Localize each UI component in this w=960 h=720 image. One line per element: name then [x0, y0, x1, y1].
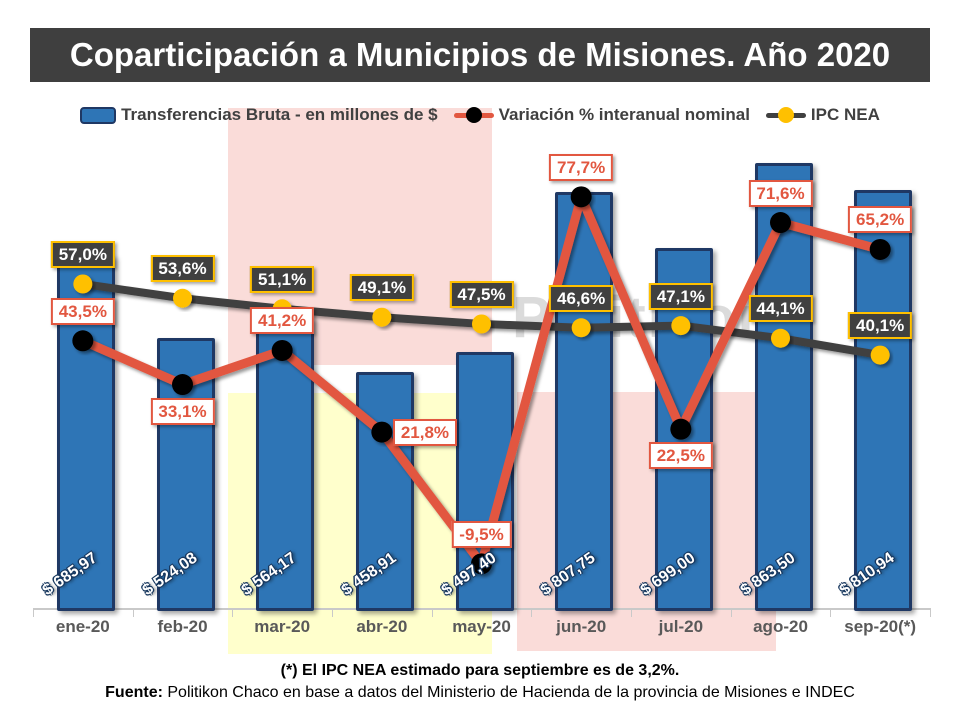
ipc-data-label: 53,6%: [150, 255, 215, 283]
legend-item-transferencias: Transferencias Bruta - en millones de $: [80, 105, 438, 125]
legend-item-variacion: Variación % interanual nominal: [453, 105, 750, 125]
ipc-data-label: 44,1%: [748, 295, 813, 323]
axis-tick: [930, 608, 931, 617]
axis-tick: [631, 608, 632, 617]
x-axis-label: jun-20: [556, 617, 607, 636]
source-text: Politikon Chaco en base a datos del Mini…: [167, 684, 855, 701]
legend-item-ipc: IPC NEA: [765, 105, 880, 125]
variation-data-label: 77,7%: [549, 153, 614, 181]
bar-swatch-icon: [80, 106, 117, 124]
ipc-data-label: 47,5%: [449, 280, 514, 308]
x-axis-label: sep-20(*): [844, 617, 917, 636]
ipc-data-label: 51,1%: [250, 265, 315, 293]
axis-tick: [332, 608, 333, 617]
x-axis-label: ago-20: [753, 617, 808, 636]
source-line: Fuente: Politikon Chaco en base a datos …: [0, 684, 960, 702]
variation-data-label: 33,1%: [150, 397, 215, 425]
ipc-data-label: 57,0%: [50, 240, 115, 268]
axis-tick: [531, 608, 533, 617]
ipc-marker: [173, 288, 192, 308]
ipc-line-icon: [765, 107, 806, 123]
bar: [555, 191, 614, 611]
page-title: Coparticipación a Municipios de Misiones…: [69, 36, 891, 73]
variation-data-label: -9,5%: [451, 520, 512, 548]
axis-tick: [830, 608, 832, 617]
variation-data-label: 41,2%: [250, 307, 315, 335]
variation-data-label: 43,5%: [50, 297, 115, 325]
axis-tick: [730, 608, 732, 617]
legend-label-ipc: IPC NEA: [810, 105, 880, 124]
footnote: (*) El IPC NEA estimado para septiembre …: [280, 662, 680, 679]
bar: [854, 190, 913, 611]
source-label: Fuente:: [105, 684, 163, 701]
x-axis-label: may-20: [452, 617, 511, 636]
legend-label-variacion: Variación % interanual nominal: [498, 105, 750, 124]
bar: [754, 163, 813, 611]
axis-tick: [431, 608, 433, 617]
ipc-data-label: 46,6%: [549, 284, 614, 312]
x-axis-label: jul-20: [658, 617, 704, 636]
axis-tick: [132, 608, 134, 617]
variation-data-label: 21,8%: [392, 419, 458, 447]
variation-data-label: 71,6%: [748, 179, 813, 207]
axis-tick: [232, 608, 234, 617]
legend: Transferencias Bruta - en millones de $ …: [0, 105, 960, 125]
variation-line-icon: [453, 107, 494, 123]
ipc-data-label: 40,1%: [848, 312, 913, 340]
title-bar: Coparticipación a Municipios de Misiones…: [30, 28, 930, 82]
x-axis-label: abr-20: [356, 617, 408, 636]
ipc-data-label: 49,1%: [349, 274, 414, 302]
x-axis-label: ene-20: [55, 617, 110, 636]
x-axis-label: mar-20: [254, 617, 311, 636]
legend-label-transferencias: Transferencias Bruta - en millones de $: [121, 105, 438, 124]
variation-data-label: 65,2%: [848, 206, 913, 234]
ipc-data-label: 47,1%: [648, 282, 713, 310]
variation-data-label: 22,5%: [648, 442, 713, 470]
x-axis-label: feb-20: [157, 617, 208, 636]
axis-tick: [33, 608, 34, 617]
